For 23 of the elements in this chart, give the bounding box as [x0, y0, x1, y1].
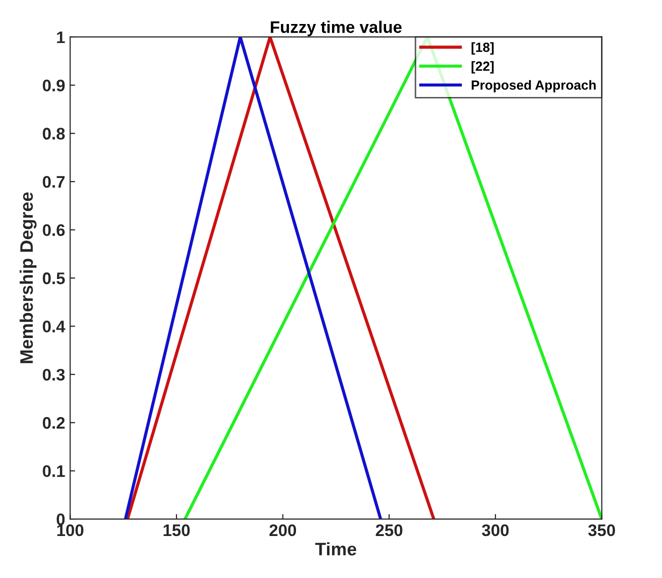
x-tick-label: 150	[164, 524, 190, 536]
legend-label: [18]	[472, 42, 494, 55]
y-tick-label: 0.6	[42, 224, 65, 236]
y-tick-label: 0.3	[42, 368, 65, 381]
x-tick-label: 300	[482, 524, 509, 536]
y-tick-label: 1	[57, 32, 65, 44]
x-tick-label: 250	[376, 524, 402, 536]
legend-label: Proposed Approach	[472, 80, 596, 92]
y-tick-label: 0.5	[42, 272, 65, 284]
x-axis-title: Time	[315, 542, 356, 556]
y-tick-label: 0.8	[42, 128, 65, 140]
x-tick-label: 350	[588, 524, 615, 536]
y-tick-label: 0.1	[42, 465, 65, 478]
y-tick-label: 0.2	[42, 417, 65, 429]
y-axis-title: Membership Degree	[20, 192, 37, 364]
chart-title: Fuzzy time value	[270, 20, 402, 36]
y-tick-label: 0.9	[42, 80, 65, 92]
x-tick-label: 100	[57, 524, 84, 536]
y-tick-label: 0	[56, 513, 65, 526]
y-tick-label: 0.4	[42, 320, 66, 332]
x-tick-label: 200	[269, 524, 296, 536]
legend-label: [22]	[472, 61, 494, 74]
y-tick-label: 0.7	[42, 176, 65, 188]
